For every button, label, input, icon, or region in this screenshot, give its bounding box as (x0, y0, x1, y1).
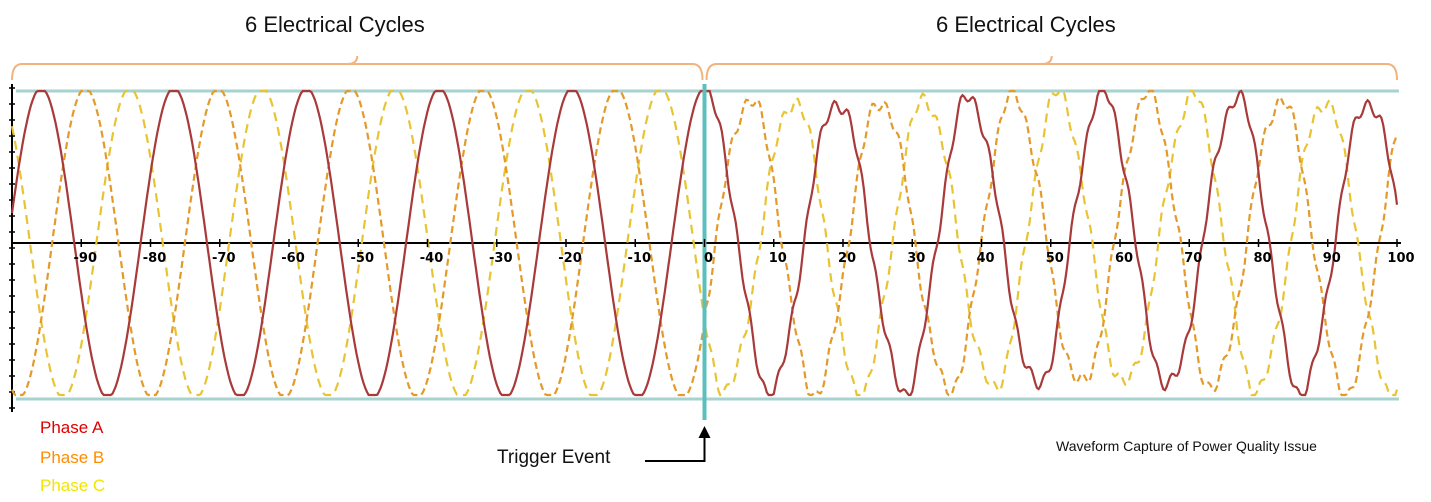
x-tick-label: -30 (489, 251, 513, 266)
trigger-event-label: Trigger Event (497, 447, 611, 468)
x-tick-label: -60 (281, 251, 305, 266)
bracket-window-1 (11, 55, 704, 81)
x-tick-labels: -90 -80 -70 -60 -50 -40 -30 -20 -10 0 10 20 30 40 50 60… (74, 239, 1415, 266)
legend-phase-a: Phase A (40, 418, 104, 437)
trigger-arrow-line (645, 434, 706, 462)
x-tick-label: -80 (143, 251, 167, 266)
legend-phase-b: Phase B (40, 448, 105, 467)
trigger-arrow-head (698, 426, 711, 438)
window-label-pre-trigger: 6 Electrical Cycles (245, 12, 425, 37)
x-tick-label: 90 (1323, 251, 1341, 266)
window-label-post-trigger: 6 Electrical Cycles (936, 12, 1116, 37)
cycle-brackets (11, 55, 1398, 81)
x-tick-label: 0 (704, 251, 713, 266)
x-tick-label: 70 (1184, 251, 1202, 266)
chart-caption: Waveform Capture of Power Quality Issue (1056, 438, 1317, 454)
x-tick-label: -20 (558, 251, 582, 266)
x-tick-label: 10 (769, 251, 787, 266)
x-tick-label: 80 (1253, 251, 1271, 266)
x-tick-label: -70 (212, 251, 236, 266)
x-tick-label: 20 (838, 251, 856, 266)
x-tick-label: -40 (420, 251, 444, 266)
x-tick-label: -50 (351, 251, 375, 266)
trigger-marker (645, 84, 711, 462)
x-tick-label: -90 (74, 251, 98, 266)
x-tick-label: -10 (628, 251, 652, 266)
bracket-window-2 (705, 55, 1398, 81)
x-tick-label: 60 (1115, 251, 1133, 266)
x-tick-label: 100 (1387, 251, 1414, 266)
x-tick-label: 40 (976, 251, 994, 266)
legend-phase-c: Phase C (40, 476, 106, 495)
x-tick-label: 30 (907, 251, 925, 266)
x-tick-label: 50 (1046, 251, 1064, 266)
